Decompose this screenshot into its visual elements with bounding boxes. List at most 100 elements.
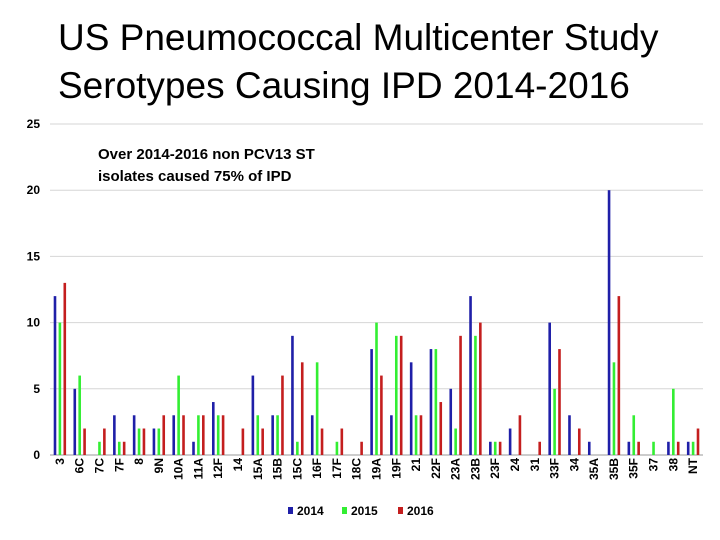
bar-19A-2016 [380, 375, 383, 455]
y-tick-label-15: 15 [27, 249, 41, 263]
bar-NT-2014 [686, 441, 690, 455]
bar-9N-2014 [152, 428, 156, 455]
y-tick-label-5: 5 [33, 382, 40, 396]
x-tick-label-7C: 7C [92, 458, 106, 474]
bar-NT-2015 [691, 441, 695, 455]
bar-33F-2016 [558, 349, 561, 455]
bar-9N-2016 [162, 415, 166, 455]
y-tick-label-20: 20 [27, 183, 41, 197]
bar-7F-2016 [122, 441, 126, 455]
bar-8-2016 [142, 428, 146, 455]
x-tick-label-NT: NT [686, 457, 700, 474]
bar-23B-2014 [469, 296, 472, 455]
chart-title: US Pneumococcal Multicenter Study Seroty… [58, 14, 708, 110]
bar-10A-2015 [177, 375, 180, 455]
bar-23A-2014 [449, 388, 453, 455]
x-tick-label-21: 21 [409, 458, 423, 472]
bar-12F-2016 [221, 415, 225, 455]
bar-15B-2016 [281, 375, 284, 455]
legend-swatch-2016 [398, 507, 403, 514]
bar-9N-2015 [157, 428, 161, 455]
bar-15A-2015 [256, 415, 260, 455]
x-tick-label-19F: 19F [389, 458, 403, 479]
bar-23A-2015 [454, 428, 457, 455]
bar-35F-2015 [632, 415, 636, 455]
x-tick-label-10A: 10A [172, 458, 186, 480]
bar-19F-2016 [399, 335, 403, 455]
bar-33F-2015 [553, 388, 556, 455]
bar-38-2015 [672, 388, 675, 455]
bar-23F-2016 [498, 441, 502, 455]
bar-12F-2014 [211, 402, 215, 455]
y-tick-label-0: 0 [33, 448, 40, 462]
bar-15B-2015 [276, 415, 279, 455]
bar-10A-2016 [182, 415, 185, 455]
bar-7C-2016 [103, 428, 106, 455]
bar-22F-2015 [434, 349, 438, 455]
bar-24-2016 [518, 415, 522, 455]
bar-19A-2014 [370, 349, 373, 455]
bar-18C-2016 [360, 441, 363, 455]
x-tick-label-24: 24 [508, 458, 522, 472]
bar-35F-2014 [627, 441, 631, 455]
x-tick-label-7F: 7F [112, 458, 126, 472]
bar-11A-2015 [197, 415, 200, 455]
x-tick-label-31: 31 [528, 458, 542, 472]
bar-24-2014 [508, 428, 512, 455]
x-tick-label-35F: 35F [627, 458, 641, 479]
x-tick-label-22F: 22F [429, 458, 443, 479]
legend-label-2014: 2014 [297, 504, 324, 518]
bar-3-2015 [58, 322, 62, 455]
x-tick-label-18C: 18C [350, 458, 364, 480]
bar-23B-2015 [474, 335, 477, 455]
bar-23F-2014 [489, 441, 492, 455]
bar-7F-2014 [113, 415, 116, 455]
x-tick-label-15C: 15C [290, 458, 304, 480]
x-tick-label-23F: 23F [488, 458, 502, 479]
bar-3-2014 [53, 296, 57, 455]
legend-swatch-2014 [288, 507, 293, 514]
bar-23B-2016 [479, 322, 482, 455]
x-tick-label-19A: 19A [370, 458, 384, 480]
bar-6C-2015 [78, 375, 81, 455]
bar-38-2014 [667, 441, 670, 455]
bar-NT-2016 [696, 428, 700, 455]
bar-33F-2014 [548, 322, 551, 455]
bar-11A-2016 [202, 415, 205, 455]
bar-37-2015 [652, 441, 655, 455]
bar-34-2016 [577, 428, 581, 455]
annotation-line-2: isolates caused 75% of IPD [98, 168, 292, 185]
x-tick-label-12F: 12F [211, 458, 225, 479]
bar-6C-2014 [73, 388, 77, 455]
x-tick-label-37: 37 [647, 458, 661, 472]
x-tick-label-34: 34 [567, 458, 581, 472]
chart-title-line-2: Serotypes Causing IPD 2014-2016 [58, 65, 630, 106]
legend-swatch-2015 [342, 507, 347, 514]
bar-7C-2015 [98, 441, 101, 455]
bar-15C-2014 [291, 335, 294, 455]
chart-title-line-1: US Pneumococcal Multicenter Study [58, 17, 659, 58]
legend: 2014 2015 2016 [288, 504, 434, 518]
bar-11A-2014 [192, 441, 195, 455]
bar-19F-2015 [394, 335, 398, 455]
bars [53, 190, 700, 455]
bar-23F-2015 [493, 441, 497, 455]
bar-17F-2016 [340, 428, 344, 455]
annotation: Over 2014-2016 non PCV13 ST isolates cau… [98, 146, 315, 185]
bar-8-2014 [132, 415, 136, 455]
x-tick-label-11A: 11A [191, 458, 205, 480]
x-tick-label-33F: 33F [548, 458, 562, 479]
y-axis-ticks: 0 5 10 15 20 25 [27, 117, 41, 462]
bar-21-2015 [414, 415, 418, 455]
bar-6C-2016 [83, 428, 86, 455]
bar-3-2016 [63, 282, 67, 455]
bar-38-2016 [676, 441, 680, 455]
bar-22F-2014 [429, 349, 433, 455]
bar-12F-2015 [216, 415, 220, 455]
bar-16F-2015 [315, 362, 319, 455]
bar-10A-2014 [172, 415, 176, 455]
bar-21-2014 [409, 362, 413, 455]
bar-35F-2016 [637, 441, 640, 455]
x-tick-label-15B: 15B [271, 458, 285, 480]
